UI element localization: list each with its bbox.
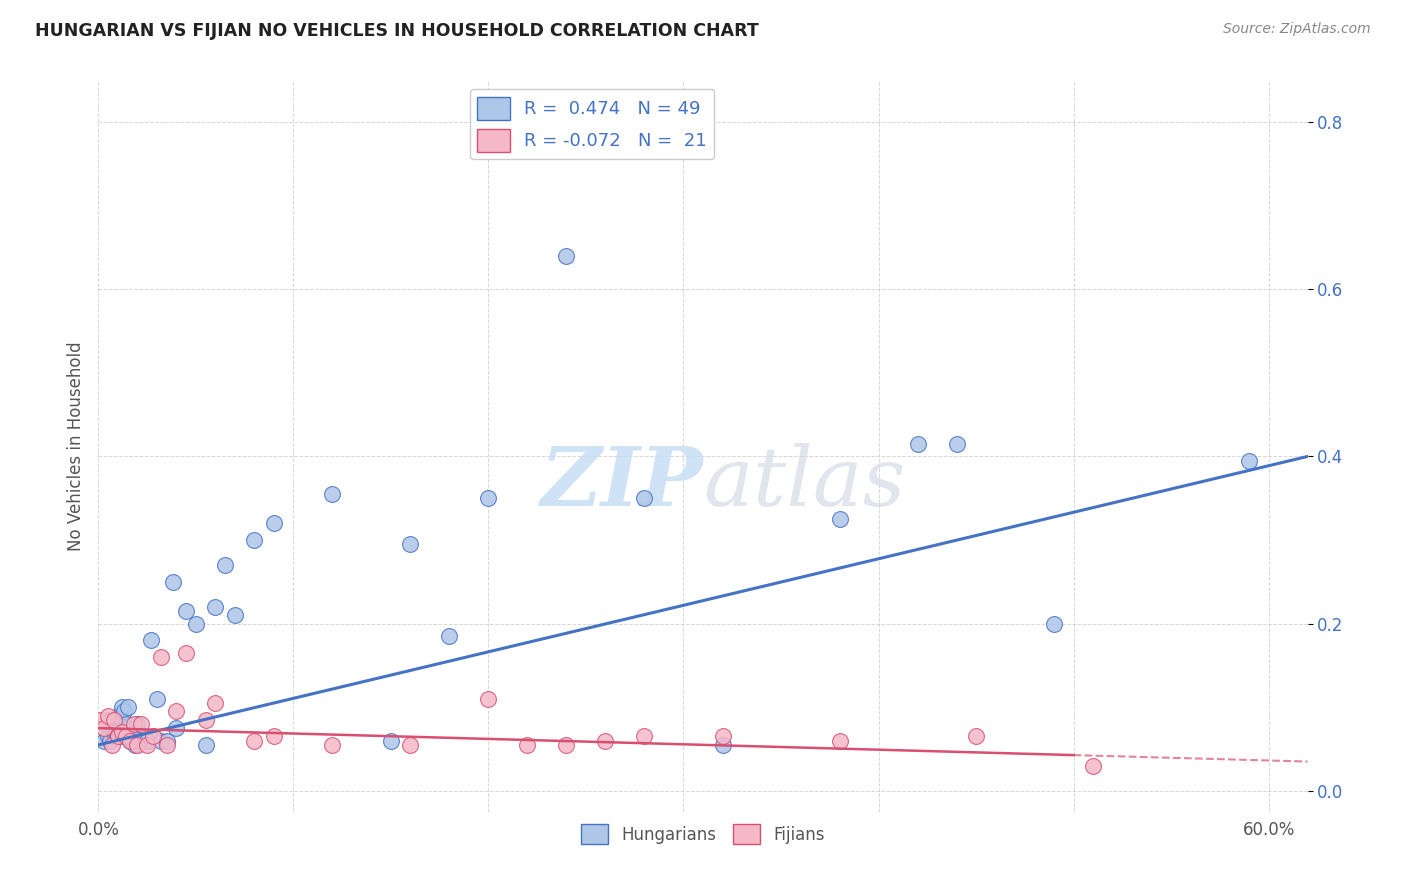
Text: ZIP: ZIP [540,442,703,523]
Point [127,738,149,752]
Point [114,717,136,731]
Point [965,730,987,744]
Point [945,437,967,451]
Point [380,733,402,747]
Point [1081,758,1104,772]
Point [117,730,139,744]
Point [112,705,135,719]
Point [117,700,139,714]
Point [204,696,226,710]
Point [633,730,655,744]
Point [139,633,162,648]
Point [93,721,115,735]
Point [204,599,226,614]
Point [97,708,120,723]
Point [122,730,145,744]
Legend: Hungarians, Fijians: Hungarians, Fijians [575,817,831,851]
Point [184,616,207,631]
Point [107,708,129,723]
Point [93,733,115,747]
Text: HUNGARIAN VS FIJIAN NO VEHICLES IN HOUSEHOLD CORRELATION CHART: HUNGARIAN VS FIJIAN NO VEHICLES IN HOUSE… [35,22,759,40]
Point [122,717,145,731]
Point [633,491,655,506]
Text: Source: ZipAtlas.com: Source: ZipAtlas.com [1223,22,1371,37]
Point [107,730,129,744]
Text: atlas: atlas [703,442,905,523]
Point [111,700,134,714]
Point [156,733,179,747]
Point [101,717,124,731]
Point [124,738,146,752]
Point [1237,453,1260,467]
Point [194,738,217,752]
Point [263,730,285,744]
Point [108,730,131,744]
Y-axis label: No Vehicles in Household: No Vehicles in Household [66,341,84,551]
Point [174,646,197,660]
Point [828,512,851,526]
Point [121,733,143,747]
Point [118,733,141,747]
Point [104,725,127,739]
Point [711,730,734,744]
Point [127,717,149,731]
Point [111,725,134,739]
Point [136,738,159,752]
Point [165,705,187,719]
Point [439,629,461,643]
Point [174,604,197,618]
Point [101,738,124,752]
Point [194,713,217,727]
Point [97,713,120,727]
Point [89,713,111,727]
Point [477,691,499,706]
Point [156,738,179,752]
Point [711,738,734,752]
Point [399,738,422,752]
Point [149,650,172,665]
Point [97,730,120,744]
Point [146,691,169,706]
Point [214,558,236,573]
Point [321,738,343,752]
Point [224,608,246,623]
Point [828,733,851,747]
Point [555,738,578,752]
Point [555,249,578,263]
Point [243,733,266,747]
Point [136,733,159,747]
Point [103,713,125,727]
Point [1043,616,1066,631]
Point [516,738,538,752]
Point [149,733,172,747]
Point [595,733,617,747]
Point [118,733,141,747]
Point [907,437,929,451]
Point [114,730,136,744]
Point [131,717,153,731]
Point [165,721,187,735]
Point [321,487,343,501]
Point [243,533,266,547]
Point [399,537,422,551]
Point [142,730,165,744]
Point [98,733,121,747]
Point [131,733,153,747]
Point [107,730,129,744]
Point [162,574,184,589]
Point [263,516,285,531]
Point [477,491,499,506]
Point [103,725,125,739]
